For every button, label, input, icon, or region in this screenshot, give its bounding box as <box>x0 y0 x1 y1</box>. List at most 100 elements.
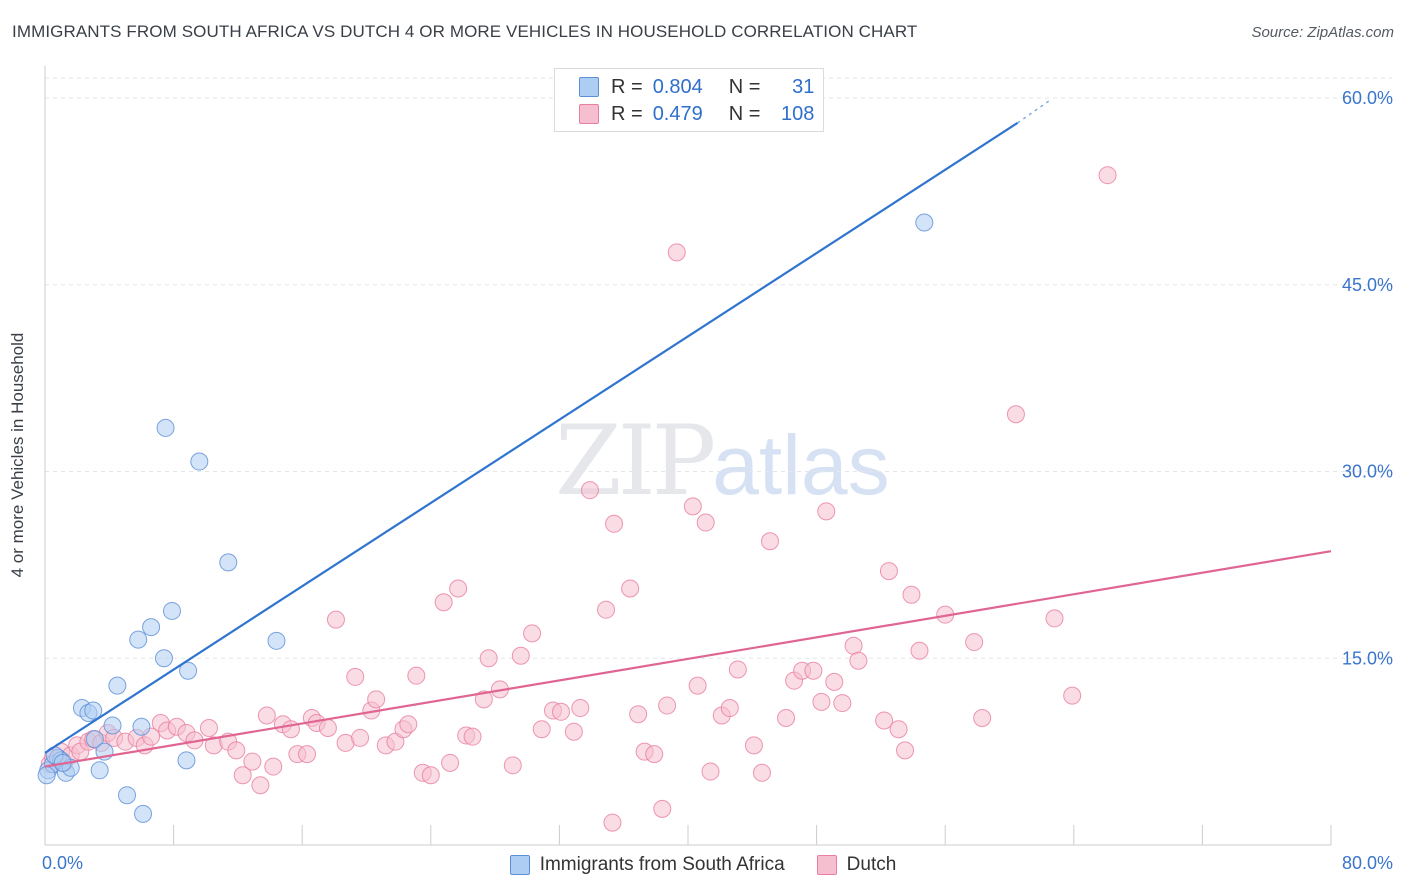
dutch-point <box>804 661 823 680</box>
south-africa-point <box>129 630 148 649</box>
south-africa-point <box>132 717 151 736</box>
dutch-point <box>318 718 337 737</box>
dutch-point <box>479 649 498 668</box>
south-africa-trendline-extension <box>1017 99 1051 124</box>
dutch-point <box>227 741 246 760</box>
legend-n-label: N = <box>728 75 761 98</box>
dutch-point <box>580 481 599 500</box>
south-africa-point <box>37 766 56 785</box>
y-axis-label: 4 or more Vehicles in Household <box>8 332 27 578</box>
dutch-point <box>257 706 276 725</box>
south-africa-point <box>177 751 196 770</box>
dutch-point <box>667 243 686 262</box>
south-africa-trendline <box>44 121 1019 754</box>
dutch-point <box>645 745 664 764</box>
legend-swatch-pink <box>579 104 599 124</box>
dutch-point <box>326 610 345 629</box>
legend-r-value: 0.479 <box>652 102 703 125</box>
axes <box>44 66 1332 846</box>
south-africa-point <box>84 701 103 720</box>
dutch-point <box>752 763 771 782</box>
dutch-point <box>605 514 624 533</box>
dutch-trendline <box>44 550 1332 768</box>
legend-row-south-africa: R = 0.804 N = 31 <box>579 74 814 100</box>
y-tick-label: 45.0% <box>1342 275 1393 295</box>
x-tick-label: 80.0% <box>1342 853 1393 873</box>
dutch-point <box>629 705 648 724</box>
dutch-point <box>879 562 898 581</box>
dutch-point <box>696 513 715 532</box>
legend-swatch-blue <box>509 855 530 875</box>
dutch-point <box>597 600 616 619</box>
south-africa-points <box>37 213 934 823</box>
legend-item-dutch: Dutch <box>816 854 896 876</box>
legend-n-value: 108 <box>781 102 815 125</box>
y-tick-label: 30.0% <box>1342 462 1393 482</box>
y-tick-label: 15.0% <box>1342 648 1393 668</box>
dutch-points <box>40 166 1117 832</box>
dutch-point <box>777 709 796 728</box>
dutch-point <box>264 757 283 776</box>
dutch-point <box>1098 166 1117 185</box>
dutch-point <box>367 690 386 709</box>
dutch-point <box>474 690 493 709</box>
dutch-point <box>875 711 894 730</box>
dutch-point <box>434 593 453 612</box>
dutch-point <box>298 745 317 764</box>
south-africa-point <box>134 804 153 823</box>
south-africa-point <box>108 676 127 695</box>
dutch-point <box>571 699 590 718</box>
dutch-point <box>658 696 677 715</box>
dutch-point <box>701 762 720 781</box>
source-credit: Source: ZipAtlas.com <box>1251 24 1394 41</box>
series-legend: Immigrants from South Africa Dutch <box>0 852 1406 878</box>
correlation-legend: R = 0.804 N = 31 R = 0.479 N = 108 <box>554 68 824 132</box>
dutch-point <box>532 720 551 739</box>
legend-row-dutch: R = 0.479 N = 108 <box>579 101 814 127</box>
south-africa-point <box>267 631 286 650</box>
south-africa-point <box>219 553 238 572</box>
dutch-point <box>683 497 702 516</box>
dutch-point <box>449 579 468 598</box>
legend-swatch-blue <box>579 77 599 97</box>
legend-n-label: N = <box>728 102 761 125</box>
south-africa-point <box>162 601 181 620</box>
chart-title: IMMIGRANTS FROM SOUTH AFRICA VS DUTCH 4 … <box>12 22 918 41</box>
dutch-point <box>523 624 542 643</box>
dutch-point <box>441 753 460 772</box>
y-tick-label: 60.0% <box>1342 88 1393 108</box>
dutch-point <box>463 727 482 746</box>
dutch-point <box>251 776 270 795</box>
legend-label-south-africa: Immigrants from South Africa <box>539 854 785 875</box>
dutch-point <box>1006 405 1025 424</box>
dutch-point <box>744 736 763 755</box>
grid-lines <box>45 77 1392 659</box>
dutch-point <box>973 709 992 728</box>
legend-item-south-africa: Immigrants from South Africa <box>509 854 785 876</box>
dutch-point <box>233 766 252 785</box>
tick-labels: 15.0% 30.0% 45.0% 60.0% 0.0% 80.0% <box>42 88 1393 873</box>
south-africa-point <box>915 213 934 232</box>
dutch-point <box>603 813 622 832</box>
legend-swatch-pink <box>816 855 837 875</box>
legend-n-value: 31 <box>792 75 815 98</box>
dutch-point <box>421 766 440 785</box>
south-africa-point <box>156 418 175 437</box>
south-africa-point <box>90 761 109 780</box>
dutch-point <box>849 651 868 670</box>
south-africa-point <box>142 618 161 637</box>
south-africa-point <box>190 452 209 471</box>
south-africa-point <box>179 661 198 680</box>
dutch-point <box>243 752 262 771</box>
dutch-point <box>910 641 929 660</box>
legend-r-label: R = <box>611 102 643 125</box>
south-africa-point <box>117 786 136 805</box>
dutch-point <box>902 585 921 604</box>
dutch-point <box>728 660 747 679</box>
dutch-point <box>844 636 863 655</box>
dutch-point <box>1063 686 1082 705</box>
dutch-point <box>399 715 418 734</box>
dutch-point <box>812 692 831 711</box>
dutch-point <box>199 718 218 737</box>
